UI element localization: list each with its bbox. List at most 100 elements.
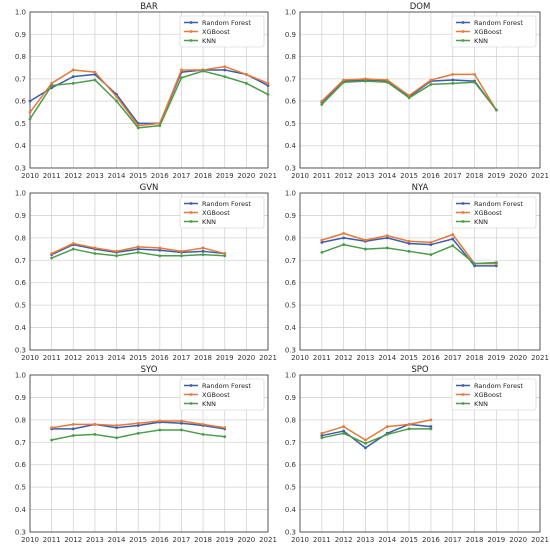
- y-tick-label: 0.7: [15, 257, 26, 265]
- chart-panel-spo: SPO 0.3 0.4 0.5 0.6 0.7 0.8 0.9 1.0 2010 2011 2012 2…: [285, 365, 549, 544]
- data-point: [158, 419, 162, 423]
- data-point: [115, 249, 118, 253]
- data-point: [342, 231, 346, 235]
- data-point: [407, 94, 411, 97]
- data-point: [50, 84, 54, 87]
- data-point: [158, 254, 162, 258]
- data-point: [71, 247, 75, 251]
- data-point: [223, 254, 227, 258]
- data-point: [50, 256, 54, 260]
- legend-label: KNN: [474, 218, 488, 226]
- data-point: [136, 251, 140, 254]
- y-tick-label: 0.6: [15, 279, 27, 287]
- x-tick-label: 2016: [422, 536, 440, 544]
- x-tick-label: 2017: [173, 536, 191, 544]
- data-point: [28, 99, 32, 103]
- data-point: [451, 237, 455, 241]
- legend-label: KNN: [202, 400, 216, 408]
- data-point: [223, 435, 227, 439]
- legend-marker: [189, 202, 193, 205]
- series-line: [29, 69, 269, 125]
- x-tick-label: 2018: [466, 354, 484, 362]
- data-point: [429, 418, 433, 422]
- x-tick-label: 2014: [378, 354, 396, 362]
- data-point: [71, 81, 75, 85]
- data-point: [115, 424, 118, 427]
- legend-marker: [189, 220, 193, 223]
- data-point: [385, 246, 389, 250]
- data-point: [71, 242, 75, 245]
- series-line: [29, 65, 269, 127]
- legend-label: KNN: [474, 400, 488, 408]
- data-point: [266, 93, 270, 96]
- y-tick-label: 0.5: [15, 302, 26, 310]
- legend-label: XGBoost: [202, 209, 230, 217]
- data-point: [158, 248, 162, 252]
- x-tick-label: 2014: [378, 172, 396, 180]
- data-point: [28, 117, 32, 121]
- x-tick-label: 2013: [86, 172, 104, 180]
- y-tick-label: 0.6: [285, 461, 297, 469]
- x-tick-label: 2016: [422, 172, 440, 180]
- series-line: [321, 423, 431, 449]
- data-point: [385, 234, 389, 238]
- x-tick-label: 2012: [335, 172, 353, 180]
- legend-marker: [189, 393, 193, 396]
- legend-marker: [461, 220, 465, 223]
- chart-title: BAR: [140, 2, 158, 12]
- legend-label: XGBoost: [474, 209, 502, 217]
- x-tick-label: 2016: [151, 354, 169, 362]
- x-tick-label: 2021: [259, 536, 277, 544]
- x-tick-label: 2020: [509, 536, 527, 544]
- y-tick-label: 0.9: [285, 31, 296, 39]
- data-point: [180, 249, 183, 253]
- y-tick-label: 0.5: [15, 484, 26, 492]
- data-point: [180, 76, 183, 80]
- x-tick-label: 2015: [400, 354, 418, 362]
- y-tick-label: 0.7: [285, 75, 296, 83]
- x-tick-label: 2012: [64, 172, 82, 180]
- x-tick-label: 2010: [291, 354, 309, 362]
- legend-marker: [189, 211, 193, 214]
- y-tick-label: 0.4: [15, 324, 27, 332]
- legend-label: Random Forest: [202, 200, 251, 208]
- plot-frame: [29, 374, 269, 533]
- y-tick-label: 0.5: [285, 302, 296, 310]
- y-tick-label: 0.6: [15, 98, 27, 106]
- y-tick-label: 0.8: [285, 53, 296, 61]
- x-tick-label: 2011: [43, 536, 61, 544]
- x-tick-label: 2014: [108, 536, 126, 544]
- plot-frame: [29, 192, 269, 351]
- legend-marker: [189, 30, 193, 33]
- x-tick-label: 2011: [313, 536, 331, 544]
- data-point: [201, 422, 205, 426]
- y-tick-label: 0.3: [285, 165, 296, 173]
- legend-marker: [461, 211, 465, 214]
- data-point: [320, 240, 324, 244]
- y-tick-label: 0.3: [285, 529, 296, 537]
- chart-panel-syo: SYO 0.3 0.4 0.5 0.6 0.7 0.8 0.9 1.0 2010 2011 2012 2…: [15, 365, 277, 544]
- data-point: [320, 238, 324, 242]
- data-point: [320, 436, 324, 440]
- data-point: [407, 239, 411, 243]
- x-tick-label: 2017: [444, 172, 462, 180]
- data-point: [473, 264, 476, 268]
- y-tick-label: 1.0: [285, 372, 296, 380]
- legend-label: XGBoost: [202, 28, 230, 36]
- data-point: [385, 425, 389, 428]
- data-point: [407, 427, 411, 431]
- x-tick-label: 2013: [86, 354, 104, 362]
- x-tick-label: 2021: [531, 172, 549, 180]
- chart-panel-bar: BAR 0.3 0.4 0.5 0.6 0.7 0.8 0.9 1.0 2010 2011 2012 2…: [15, 2, 277, 180]
- data-point: [407, 242, 411, 245]
- legend-label: KNN: [202, 37, 216, 45]
- data-point: [71, 427, 75, 431]
- x-tick-label: 2016: [422, 354, 440, 362]
- data-point: [407, 249, 411, 253]
- data-point: [201, 246, 205, 250]
- legend-label: Random Forest: [474, 382, 523, 390]
- chart-title: SPO: [411, 365, 429, 375]
- data-point: [342, 78, 346, 82]
